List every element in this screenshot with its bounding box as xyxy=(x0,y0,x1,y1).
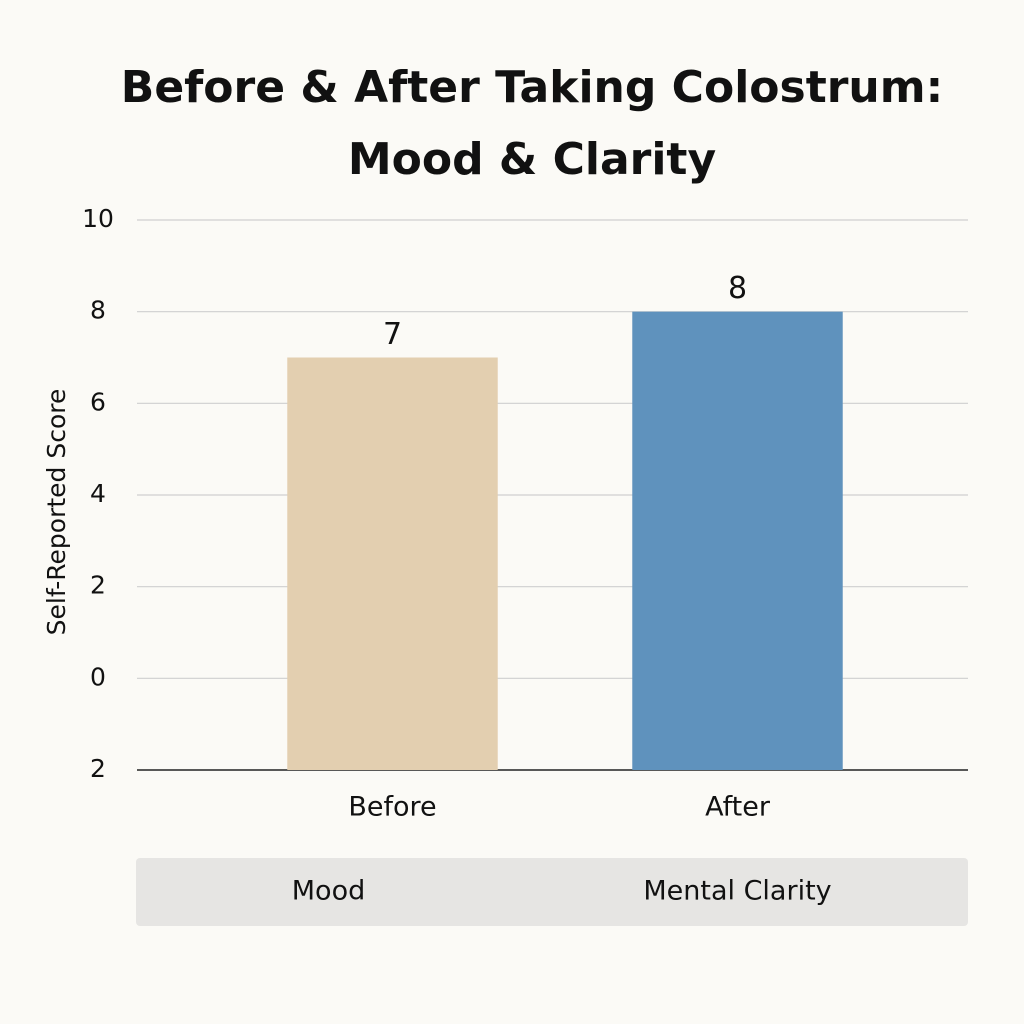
y-axis-label: Self-Reported Score xyxy=(42,389,71,636)
group-band xyxy=(136,858,968,926)
data-label: 7 xyxy=(383,317,402,352)
y-tick-label: 8 xyxy=(90,296,106,325)
y-tick-label: 10 xyxy=(82,204,114,233)
y-tick-label: 0 xyxy=(90,662,106,691)
y-tick-label: 4 xyxy=(90,479,106,508)
y-tick-label: 2 xyxy=(90,571,106,600)
group-label: Mental Clarity xyxy=(643,876,831,907)
group-label: Mood xyxy=(292,876,365,907)
chart-title: Before & After Taking Colostrum: Mood & … xyxy=(120,62,944,185)
x-tick-label: Before xyxy=(348,792,436,823)
data-label: 8 xyxy=(728,271,747,306)
x-tick-label: After xyxy=(705,792,771,823)
y-tick-label: 6 xyxy=(90,387,106,416)
bar xyxy=(287,357,498,770)
y-tick-label: 2 xyxy=(90,754,106,783)
bar xyxy=(632,311,843,770)
